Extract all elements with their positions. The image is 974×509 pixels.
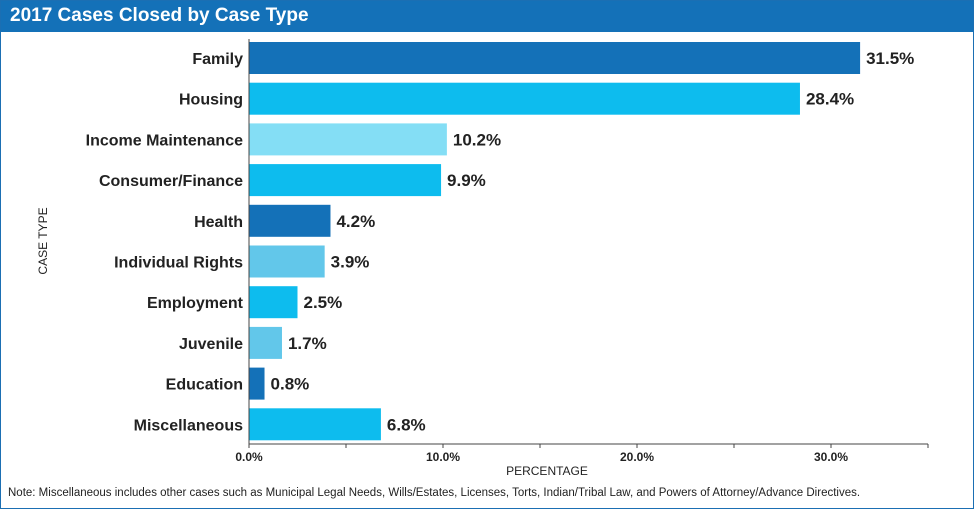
bar-miscellaneous [249,408,381,441]
bar-employment [249,286,298,319]
category-label: Income Maintenance [86,132,243,149]
chart-title: 2017 Cases Closed by Case Type [10,5,309,26]
value-label: 10.2% [453,130,501,149]
category-label: Education [166,377,243,394]
category-label: Family [192,51,243,68]
category-label: Health [194,214,243,231]
x-axis-label: PERCENTAGE [506,464,588,478]
bar-individual-rights [249,245,325,278]
title-bar: 2017 Cases Closed by Case Type [1,1,973,32]
bar-health [249,204,331,237]
bar-income-maintenance [249,123,447,156]
bars-layer [249,42,861,441]
footnote: Note: Miscellaneous includes other cases… [8,487,861,499]
category-label: Housing [179,92,243,109]
labels-layer: Family 31.5% Housing 28.4% Income Maintenanc… [86,49,915,434]
value-label: 9.9% [447,171,486,190]
x-tick-label: 10.0% [426,450,460,464]
category-label: Consumer/Finance [99,173,243,190]
category-label: Individual Rights [114,255,243,272]
category-label: Miscellaneous [134,417,243,434]
value-label: 2.5% [304,293,343,312]
value-label: 3.9% [331,253,370,272]
category-label: Employment [147,295,244,312]
x-tick-label: 0.0% [235,450,263,464]
x-tick-label: 20.0% [620,450,654,464]
x-tick-label: 30.0% [814,450,848,464]
value-label: 28.4% [806,90,854,109]
bar-consumer-finance [249,164,442,197]
bar-education [249,367,265,400]
value-label: 1.7% [288,334,327,353]
y-axis-label: CASE TYPE [36,207,50,274]
value-label: 6.8% [387,415,426,434]
category-label: Juvenile [179,336,243,353]
value-label: 31.5% [866,49,914,68]
bar-housing [249,82,800,115]
bar-family [249,42,861,74]
value-label: 0.8% [271,375,310,394]
x-axis: 0.0% 10.0% 20.0% 30.0% PERCENTAGE CASE TYPE [36,39,929,478]
bar-juvenile [249,326,282,359]
value-label: 4.2% [336,212,375,231]
